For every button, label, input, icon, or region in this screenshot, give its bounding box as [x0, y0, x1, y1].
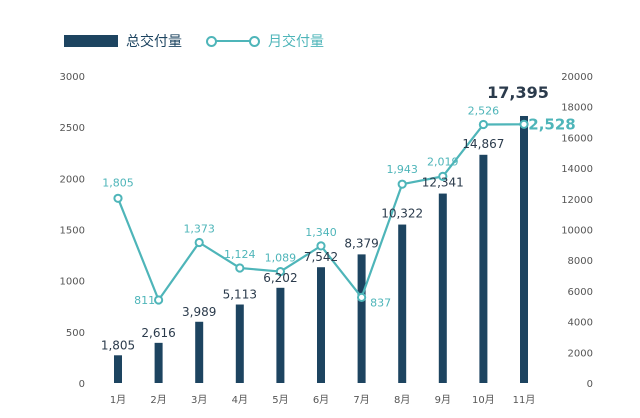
bar [154, 342, 163, 383]
bar [114, 355, 122, 383]
line-value-label: 1,943 [386, 163, 418, 176]
x-axis-tick: 3月 [191, 394, 207, 406]
right-axis-tick: 10000 [561, 226, 593, 237]
left-axis-tick: 2500 [60, 123, 85, 134]
bar [520, 115, 528, 383]
x-axis-tick: 4月 [232, 394, 248, 406]
bar [276, 287, 285, 383]
line-value-label: 1,805 [102, 176, 134, 189]
legend: 总交付量 月交付量 [64, 30, 324, 52]
line-point [397, 179, 407, 189]
line-value-label: 1,089 [265, 252, 297, 265]
right-axis-tick: 12000 [561, 195, 593, 206]
bar [235, 304, 244, 383]
left-axis-tick: 1500 [60, 226, 85, 237]
line-point [438, 171, 448, 181]
x-axis-tick: 8月 [394, 394, 410, 406]
legend-bar-swatch [64, 35, 118, 47]
line-point [154, 295, 164, 305]
x-axis-tick: 5月 [272, 394, 288, 406]
bar-value-label: 8,379 [344, 236, 378, 250]
right-axis-tick: 0 [587, 379, 593, 390]
line-value-label: 837 [370, 296, 391, 309]
right-axis-tick: 8000 [568, 256, 593, 267]
right-axis-tick: 20000 [561, 72, 593, 83]
line-point [235, 263, 245, 273]
bar-value-label: 5,113 [223, 288, 257, 302]
left-axis-tick: 3000 [60, 72, 85, 83]
line-point [478, 119, 488, 130]
bar-value-label: 2,616 [141, 326, 175, 340]
line-value-label: 2,528 [528, 115, 575, 133]
right-axis-tick: 18000 [561, 103, 593, 114]
line-value-label: 2,019 [427, 155, 459, 168]
bar [317, 267, 325, 383]
line-point [357, 292, 367, 302]
bar-value-label: 10,322 [381, 207, 423, 221]
left-axis-tick: 0 [79, 379, 85, 390]
line-value-label: 1,124 [224, 248, 256, 261]
right-axis-tick: 16000 [561, 133, 593, 144]
bar-value-label: 17,395 [487, 83, 549, 102]
bar [479, 154, 488, 383]
x-axis-tick: 6月 [313, 394, 329, 406]
bar-value-label: 12,341 [422, 176, 464, 190]
x-axis-tick: 10月 [472, 394, 495, 406]
bar [438, 193, 447, 383]
x-axis-tick: 9月 [435, 394, 451, 406]
x-axis-tick: 2月 [150, 394, 166, 406]
left-axis-tick: 500 [66, 328, 85, 339]
bar-value-label: 6,202 [263, 271, 297, 285]
bar-value-label: 1,805 [101, 338, 135, 352]
right-axis-tick: 6000 [568, 287, 593, 298]
line-point [316, 241, 326, 251]
bar [398, 224, 407, 383]
bar-value-label: 3,989 [182, 305, 216, 319]
right-axis-tick: 2000 [568, 348, 593, 359]
legend-line-swatch [206, 35, 260, 47]
right-axis-tick: 4000 [568, 318, 593, 329]
bar [357, 254, 366, 383]
line-value-label: 1,340 [305, 226, 337, 239]
x-axis-tick: 7月 [353, 394, 369, 406]
legend-line-label: 月交付量 [268, 34, 324, 50]
bar-value-label: 7,542 [304, 250, 338, 264]
legend-bar-label: 总交付量 [126, 34, 182, 50]
line-value-label: 811 [134, 294, 155, 307]
line-point [194, 237, 204, 248]
bar [195, 321, 204, 383]
line-value-label: 1,373 [183, 222, 215, 235]
right-axis-tick: 14000 [561, 164, 593, 175]
left-axis-tick: 2000 [60, 174, 85, 185]
line-point [519, 119, 529, 129]
line-point [275, 266, 285, 277]
bar-value-label: 14,867 [462, 137, 504, 151]
line-point [113, 193, 123, 203]
x-axis-tick: 1月 [110, 394, 126, 406]
line-value-label: 2,526 [468, 105, 500, 118]
x-axis-tick: 11月 [513, 394, 536, 406]
left-axis-tick: 1000 [60, 277, 85, 288]
